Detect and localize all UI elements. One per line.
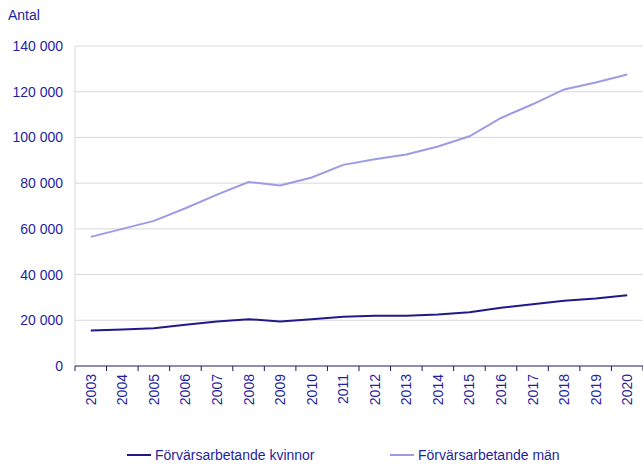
- y-tick-label: 100 000: [12, 129, 63, 145]
- x-tick: [138, 366, 139, 371]
- x-tick-label: 2008: [241, 374, 257, 405]
- y-tick-label: 40 000: [20, 267, 63, 283]
- x-tick: [232, 366, 233, 371]
- x-tick-label: 2005: [146, 374, 162, 405]
- x-tick: [169, 366, 170, 371]
- x-tick-label: 2006: [177, 374, 193, 405]
- x-tick-label: 2019: [588, 374, 604, 405]
- x-tick-label: 2003: [83, 374, 99, 405]
- x-tick: [611, 366, 612, 371]
- x-tick-label: 2007: [209, 374, 225, 405]
- x-tick: [106, 366, 107, 371]
- series-line: [91, 75, 627, 237]
- grid-line: [75, 274, 643, 275]
- x-tick: [516, 366, 517, 371]
- x-tick-label: 2013: [398, 374, 414, 405]
- legend-entry: Förvärsarbetande kvinnor: [127, 447, 315, 463]
- x-tick: [485, 366, 486, 371]
- x-tick-label: 2014: [430, 374, 446, 405]
- x-tick: [548, 366, 549, 371]
- grid-line: [75, 228, 643, 229]
- chart: Antal 0 20 000 40 000 60 000 80 000 100 000 120…: [0, 0, 643, 472]
- x-tick-label: 2009: [272, 374, 288, 405]
- plot-area: [91, 75, 627, 331]
- x-tick: [295, 366, 296, 371]
- x-tick-label: 2015: [461, 374, 477, 405]
- grid-line: [75, 137, 643, 138]
- x-tick-label: 2018: [556, 374, 572, 405]
- y-tick-label: 140 000: [12, 38, 63, 54]
- grid-line: [75, 183, 643, 184]
- grid-line: [75, 320, 643, 321]
- x-tick: [390, 366, 391, 371]
- x-tick: [264, 366, 265, 371]
- x-tick: [327, 366, 328, 371]
- x-tick: [75, 366, 76, 371]
- x-tick-label: 2017: [525, 374, 541, 405]
- x-tick-label: 2011: [335, 374, 351, 404]
- x-tick: [453, 366, 454, 371]
- legend-entry: Förvärsarbetande män: [390, 447, 560, 463]
- x-tick-label: 2004: [114, 374, 130, 405]
- x-tick: [201, 366, 202, 371]
- y-tick-label: 120 000: [12, 84, 63, 100]
- x-tick-label: 2016: [493, 374, 509, 405]
- legend-label: Förvärsarbetande män: [418, 447, 560, 463]
- x-tick-label: 2020: [619, 374, 635, 405]
- legend-swatch: [127, 454, 151, 456]
- x-tick-label: 2010: [304, 374, 320, 405]
- x-tick: [422, 366, 423, 371]
- x-tick: [579, 366, 580, 371]
- y-tick-label: 80 000: [20, 175, 63, 191]
- y-axis-label: Antal: [8, 7, 40, 23]
- y-tick-label: 20 000: [20, 312, 63, 328]
- y-axis-line: [75, 46, 76, 366]
- legend-swatch: [390, 454, 414, 456]
- legend-label: Förvärsarbetande kvinnor: [155, 447, 315, 463]
- grid-line: [75, 46, 643, 47]
- x-tick-label: 2012: [367, 374, 383, 405]
- y-tick-label: 0: [55, 358, 63, 374]
- series-line: [91, 295, 627, 330]
- y-tick-label: 60 000: [20, 221, 63, 237]
- x-tick: [359, 366, 360, 371]
